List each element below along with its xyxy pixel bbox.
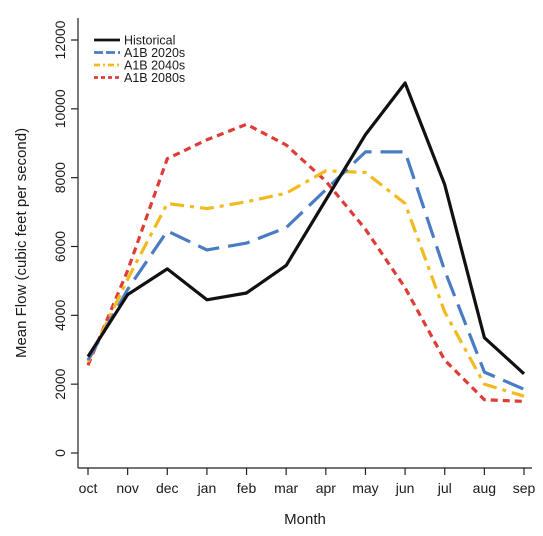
legend-label: A1B 2040s: [124, 59, 185, 73]
x-tick-label: jan: [197, 480, 217, 496]
y-tick-label: 10000: [52, 89, 68, 128]
legend-label: Historical: [124, 34, 175, 48]
legend-label: A1B 2020s: [124, 46, 185, 60]
x-tick-label: nov: [116, 480, 139, 496]
y-tick-label: 0: [52, 449, 68, 457]
y-ticks: 0 2000 4000 6000 8000 10000 12000: [52, 20, 78, 457]
x-tick-label: jul: [437, 480, 452, 496]
series-line-a1b-2020s: [86, 150, 525, 391]
series-line-a1b-2080s: [86, 122, 525, 403]
legend-label: A1B 2080s: [124, 71, 185, 85]
axes: [77, 18, 532, 469]
x-tick-label: may: [352, 480, 378, 496]
y-axis-title: Mean Flow (cubic feet per second): [13, 128, 30, 358]
x-tick-label: oct: [79, 480, 98, 496]
y-tick-label: 2000: [52, 368, 68, 399]
series-line-historical: [86, 81, 526, 375]
x-tick-label: jun: [395, 480, 415, 496]
y-tick-label: 6000: [52, 231, 68, 262]
x-tick-label: apr: [316, 480, 337, 496]
x-tick-label: aug: [473, 480, 496, 496]
x-tick-label: sep: [513, 480, 536, 496]
y-tick-label: 8000: [52, 162, 68, 193]
y-tick-label: 4000: [52, 300, 68, 331]
series-lines: [86, 81, 526, 403]
y-tick-label: 12000: [52, 20, 68, 59]
x-tick-label: mar: [274, 480, 298, 496]
series-line-a1b-2040s: [86, 169, 525, 398]
x-tick-label: feb: [237, 480, 257, 496]
x-tick-label: dec: [156, 480, 179, 496]
x-axis-title: Month: [284, 511, 326, 528]
x-ticks: oct nov dec jan feb mar apr may jun jul aug sep: [79, 468, 536, 496]
